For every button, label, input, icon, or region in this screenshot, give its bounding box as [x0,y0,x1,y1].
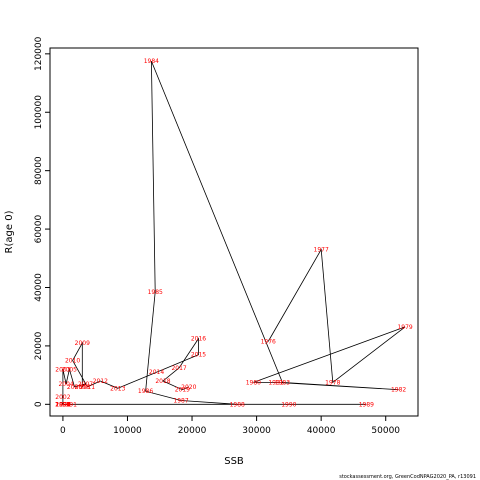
point-label-1986: 1986 [138,388,153,395]
point-label-2011: 2011 [80,384,95,391]
point-label-1996: 1996 [55,401,70,408]
point-label-2012: 2012 [93,378,108,385]
point-label-1984: 1984 [144,58,159,65]
trajectory-line [62,60,406,405]
footer-credit: stockassessment.org, GreenCodNPAG2020_PA… [339,474,476,480]
point-label-1978: 1978 [325,379,340,386]
y-tick-label: 0 [34,401,44,407]
point-label-1994: 1994 [55,401,70,408]
point-label-1989: 1989 [359,401,374,408]
point-label-2014: 2014 [149,369,164,376]
point-label-1995: 1995 [55,401,70,408]
point-label-2008: 2008 [75,384,90,391]
point-label-2010: 2010 [65,358,80,365]
point-label-1993: 1993 [55,401,70,408]
point-label-2007: 2007 [78,381,93,388]
y-tick-label: 120000 [34,36,44,71]
axes: 0 10000 20000 30000 40000 50000 0 20000 40000 600… [34,36,400,436]
point-label-1999: 1999 [55,401,70,408]
x-tick-label: 0 [60,426,66,436]
point-label-1987: 1987 [173,398,188,405]
point-label-2015: 2015 [191,352,206,359]
x-axis-title: SSB [224,456,244,467]
point-label-1980: 1980 [246,379,261,386]
point-label-2004: 2004 [58,381,73,388]
point-labels: 1976 1977 1978 1979 1980 1981 1982 1983 1984 1985… [55,58,413,408]
point-label-2009: 2009 [75,340,90,347]
point-label-2019: 2019 [175,387,190,394]
point-label-2001: 2001 [55,401,70,408]
point-label-1997: 1997 [55,401,70,408]
point-label-1977: 1977 [314,247,329,254]
point-label-1991: 1991 [62,401,77,408]
point-label-2018: 2018 [155,378,170,385]
x-tick-label: 20000 [178,426,207,436]
point-label-2003: 2003 [55,366,70,373]
point-label-2020: 2020 [181,384,196,391]
point-label-1992: 1992 [55,401,70,408]
point-label-2002: 2002 [55,394,70,401]
y-tick-label: 80000 [34,156,44,185]
y-tick-label: 40000 [34,273,44,302]
y-tick-label: 60000 [34,214,44,243]
point-label-2006: 2006 [67,384,82,391]
point-label-2016: 2016 [191,336,206,343]
y-tick-label: 20000 [34,331,44,360]
point-label-1988: 1988 [230,401,245,408]
x-tick-label: 30000 [242,426,271,436]
point-label-2013: 2013 [110,385,125,392]
point-label-2017: 2017 [171,365,186,372]
plot-frame [49,47,419,417]
point-label-2000: 2000 [55,401,70,408]
point-label-1990: 1990 [281,401,296,408]
point-label-1976: 1976 [261,339,276,346]
point-label-1985: 1985 [148,289,163,296]
point-label-1982: 1982 [391,387,406,394]
x-tick-label: 50000 [371,426,400,436]
y-tick-label: 100000 [34,95,44,130]
point-label-1983: 1983 [275,379,290,386]
point-label-1981: 1981 [268,379,283,386]
point-label-1998: 1998 [55,401,70,408]
x-tick-label: 40000 [307,426,336,436]
point-label-1979: 1979 [397,324,412,331]
point-label-2005: 2005 [62,366,77,373]
y-axis-title: R(age 0) [4,210,15,253]
x-tick-label: 10000 [113,426,142,436]
